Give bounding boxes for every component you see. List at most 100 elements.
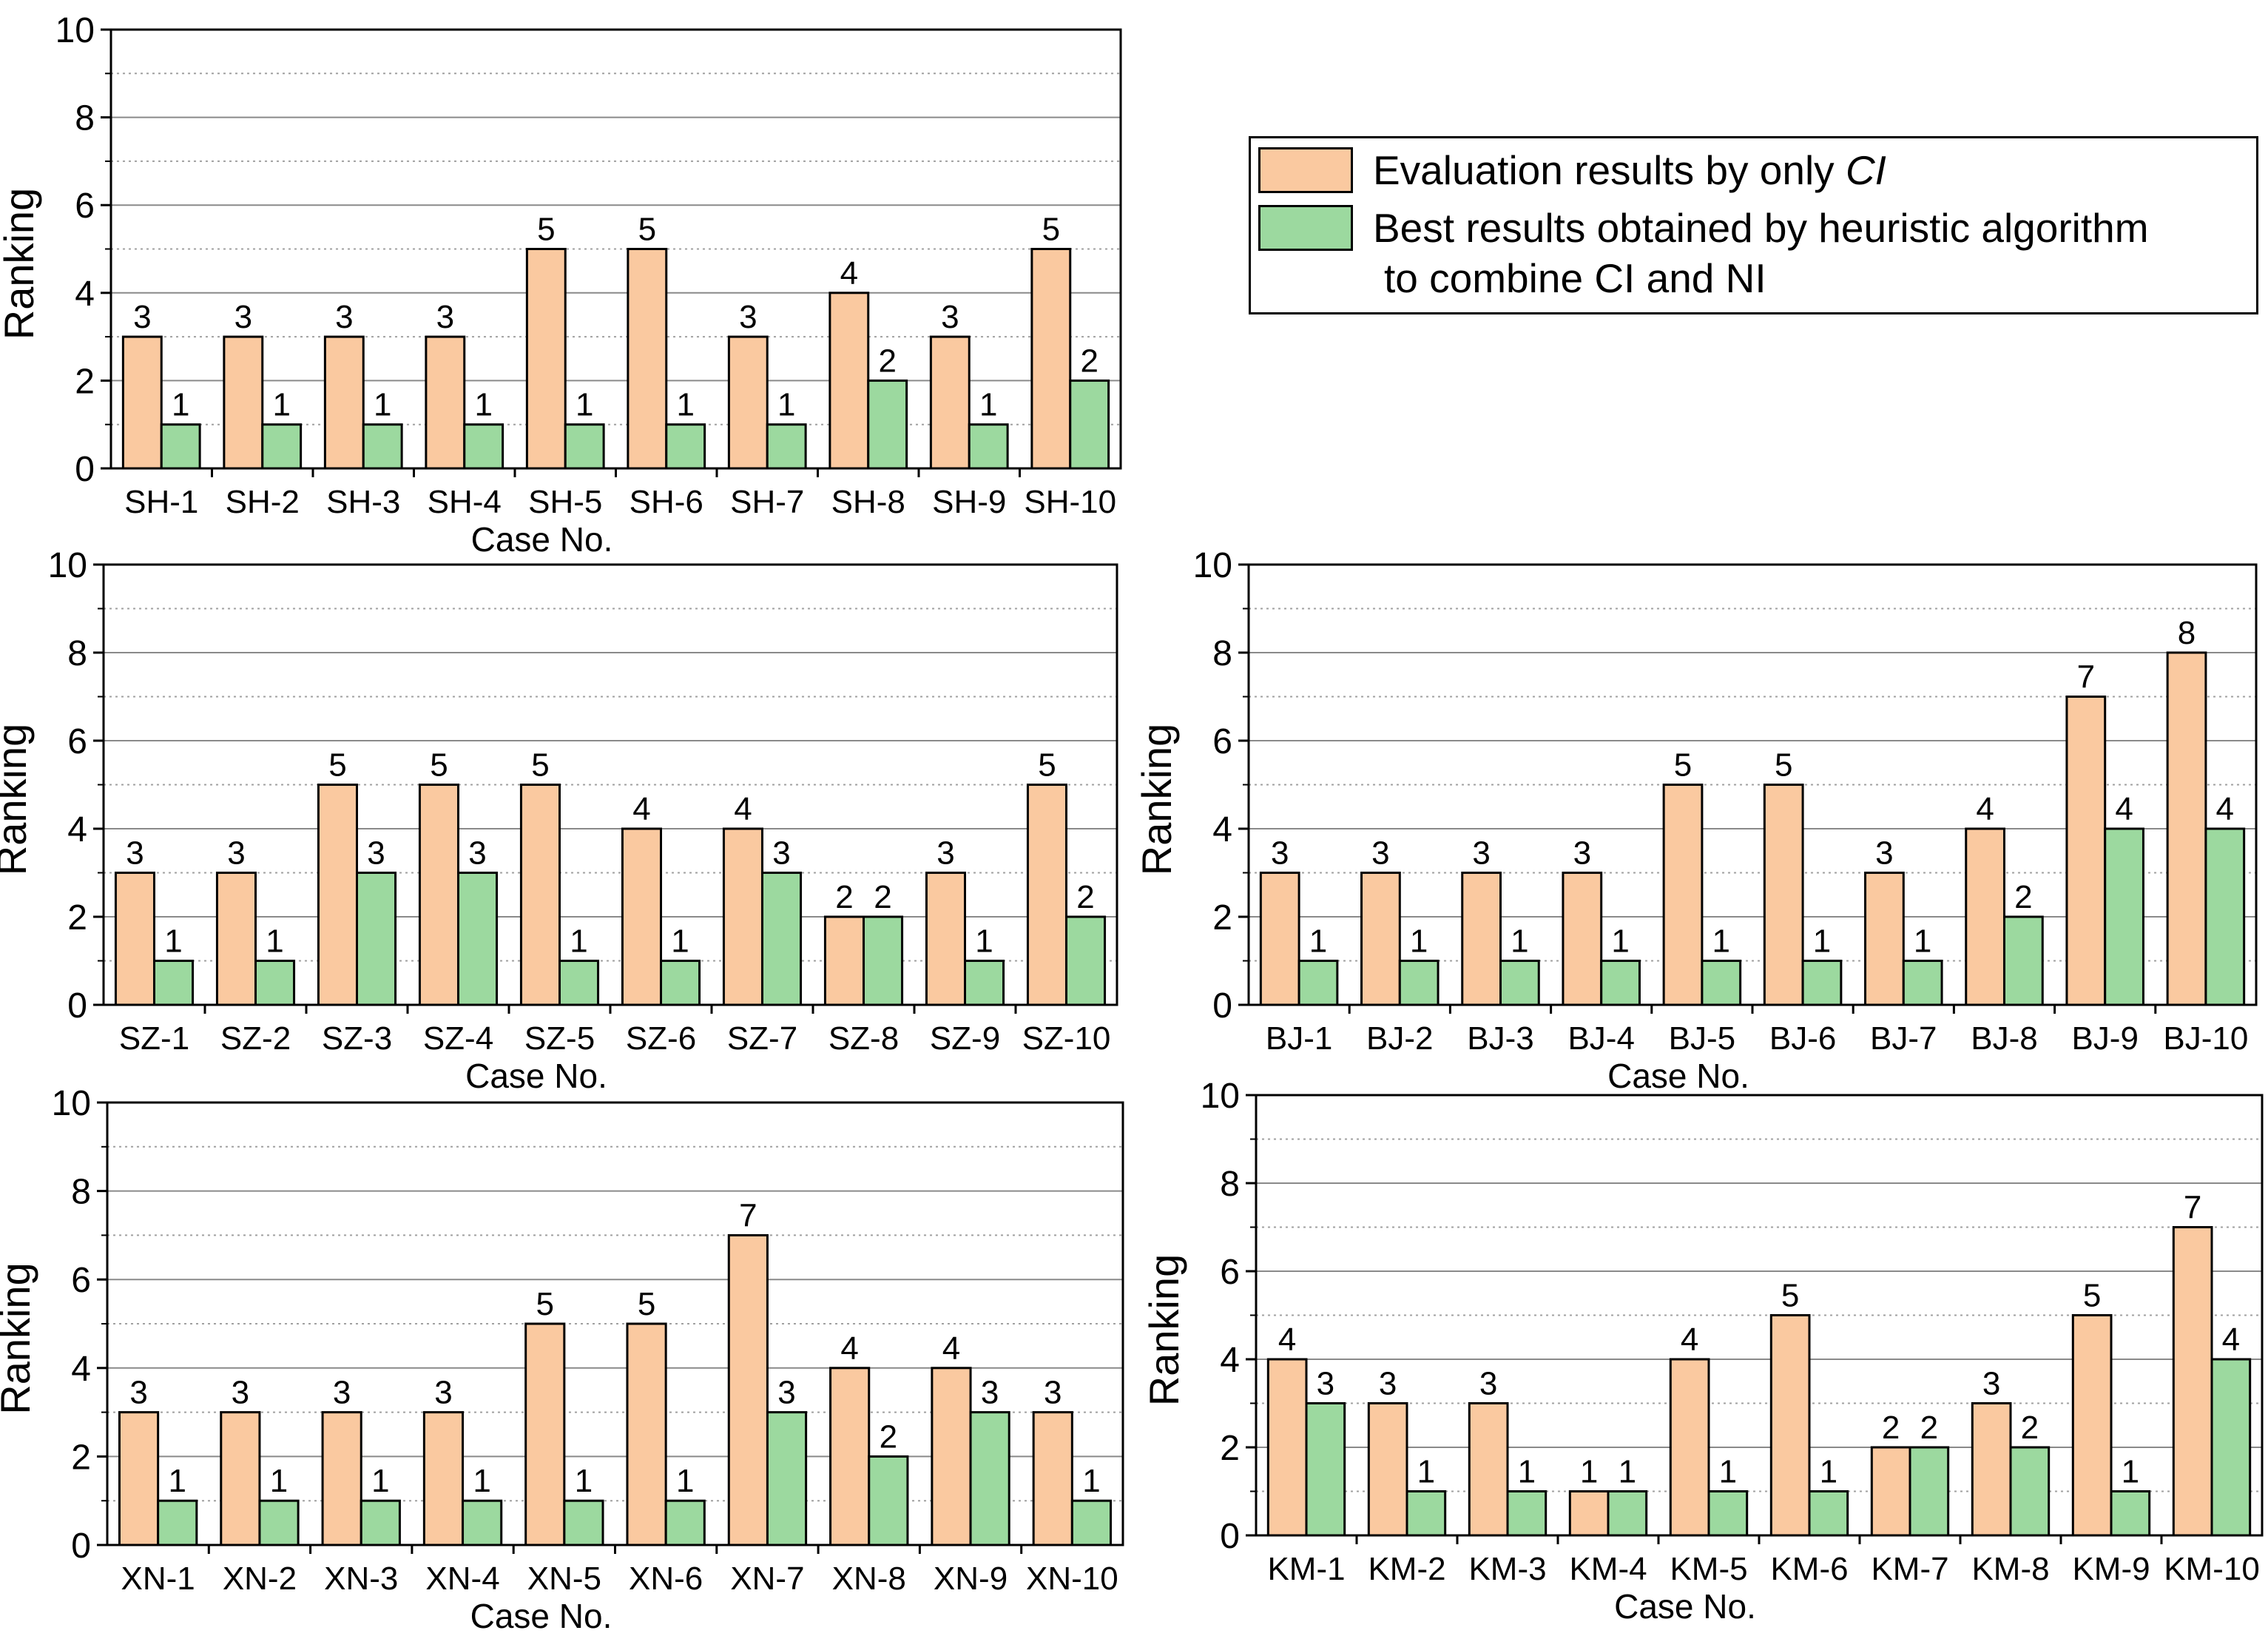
data-label: 3 (1044, 1375, 1062, 1411)
bar-best-km-9 (2110, 1490, 2151, 1537)
bar-ci-sz-2 (215, 872, 257, 1006)
bar-best-xn-6 (664, 1499, 706, 1546)
y-tick-label: 0 (1220, 1517, 1240, 1556)
bar-ci-sz-5 (519, 784, 561, 1006)
data-label: 3 (936, 835, 954, 872)
bar-best-sh-5 (564, 423, 605, 470)
data-label: 7 (739, 1197, 757, 1233)
data-label: 3 (1982, 1366, 2000, 1402)
data-label: 4 (2216, 791, 2234, 827)
y-tick-label: 2 (75, 362, 95, 401)
y-axis-title: Ranking (1133, 724, 1180, 875)
bar-best-sz-2 (254, 960, 296, 1006)
bar-ci-sh-8 (828, 292, 870, 470)
bar-best-sz-9 (964, 960, 1005, 1006)
bar-ci-xn-2 (220, 1411, 261, 1546)
data-label: 3 (777, 1375, 795, 1411)
data-label: 8 (2178, 615, 2196, 651)
data-label: 3 (1379, 1366, 1397, 1402)
x-tick-label: SZ-8 (828, 1020, 899, 1057)
bar-best-xn-4 (462, 1499, 503, 1546)
data-label: 3 (468, 835, 486, 872)
data-label: 1 (1619, 1454, 1636, 1490)
x-tick-label: XN-7 (730, 1561, 804, 1597)
x-tick-label: SH-6 (630, 484, 703, 520)
y-tick-label: 0 (67, 986, 87, 1026)
chart-bj: 3 1 BJ-1 3 1 BJ-2 3 1 BJ-3 3 1 BJ-4 5 1 BJ-5 5 1 BJ-6 3 1 BJ… (1133, 546, 2258, 1095)
y-tick-label: 8 (71, 1173, 91, 1212)
data-label: 1 (576, 387, 593, 423)
bar-best-xn-10 (1070, 1499, 1113, 1546)
bar-ci-xn-4 (422, 1411, 465, 1546)
data-label: 1 (1712, 923, 1730, 960)
bar-best-km-3 (1506, 1490, 1548, 1537)
bar-best-sz-10 (1065, 915, 1107, 1006)
bar-best-sh-3 (362, 423, 403, 470)
y-tick-label: 8 (67, 634, 87, 673)
data-label: 2 (1080, 343, 1098, 379)
bar-ci-xn-5 (524, 1322, 566, 1546)
bar-ci-sh-10 (1030, 248, 1072, 470)
bar-best-sz-7 (761, 872, 803, 1006)
bar-ci-sz-9 (925, 872, 966, 1006)
bar-best-km-8 (2009, 1446, 2051, 1537)
data-label: 1 (777, 387, 795, 423)
y-tick-label: 6 (1220, 1253, 1240, 1292)
bar-ci-sh-4 (425, 335, 466, 470)
x-tick-label: SZ-4 (423, 1020, 493, 1057)
data-label: 7 (2184, 1190, 2201, 1226)
data-label: 3 (436, 299, 454, 335)
bar-ci-sz-10 (1026, 784, 1067, 1006)
y-tick-label: 4 (71, 1350, 91, 1389)
x-tick-label: XN-4 (425, 1561, 499, 1597)
data-label: 2 (835, 879, 853, 915)
x-tick-label: SH-8 (831, 484, 905, 520)
x-tick-label: KM-8 (1971, 1551, 2049, 1587)
x-tick-label: XN-2 (223, 1561, 297, 1597)
data-label: 1 (676, 387, 694, 423)
x-tick-label: SH-3 (326, 484, 400, 520)
x-tick-label: SH-9 (932, 484, 1006, 520)
data-label: 1 (1580, 1454, 1598, 1490)
data-label: 3 (1479, 1366, 1497, 1402)
bar-best-sz-3 (356, 872, 397, 1006)
x-tick-label: KM-2 (1368, 1551, 1445, 1587)
data-label: 2 (1882, 1410, 1900, 1446)
data-label: 3 (227, 835, 245, 872)
legend-swatch-ci (1258, 147, 1353, 193)
data-label: 3 (1875, 835, 1893, 872)
data-label: 5 (531, 747, 549, 784)
data-label: 4 (942, 1330, 960, 1367)
bar-ci-km-1 (1266, 1358, 1308, 1537)
bar-best-km-1 (1305, 1402, 1346, 1537)
data-label: 5 (638, 1286, 655, 1322)
bar-ci-sh-7 (727, 335, 769, 470)
legend-swatch-best (1258, 205, 1353, 251)
x-tick-label: BJ-1 (1266, 1020, 1332, 1057)
x-axis-title: Case No. (470, 1597, 612, 1635)
bar-ci-km-8 (1971, 1402, 2012, 1537)
y-tick-label: 0 (71, 1526, 91, 1566)
chart-legend: Evaluation results by only CI Best resul… (1249, 136, 2258, 314)
bar-ci-sh-2 (223, 335, 264, 470)
bar-ci-sz-4 (418, 784, 460, 1006)
x-tick-label: SZ-2 (220, 1020, 291, 1057)
y-axis-title: Ranking (0, 188, 42, 340)
data-label: 5 (328, 747, 346, 784)
bar-best-sh-8 (867, 379, 908, 470)
x-tick-label: SZ-9 (930, 1020, 1000, 1057)
bar-ci-sz-3 (317, 784, 359, 1006)
x-tick-label: KM-4 (1569, 1551, 1647, 1587)
x-tick-label: BJ-10 (2163, 1020, 2248, 1057)
data-label: 5 (1674, 747, 1692, 784)
y-tick-label: 8 (1212, 634, 1232, 673)
data-label: 5 (1038, 747, 1056, 784)
data-label: 4 (1278, 1322, 1296, 1358)
y-tick-label: 6 (75, 186, 95, 226)
data-label: 3 (333, 1375, 351, 1411)
x-tick-label: SH-7 (730, 484, 804, 520)
bar-ci-sh-1 (121, 335, 163, 470)
x-tick-label: SH-10 (1024, 484, 1116, 520)
data-label: 3 (981, 1375, 999, 1411)
x-tick-label: XN-3 (324, 1561, 398, 1597)
